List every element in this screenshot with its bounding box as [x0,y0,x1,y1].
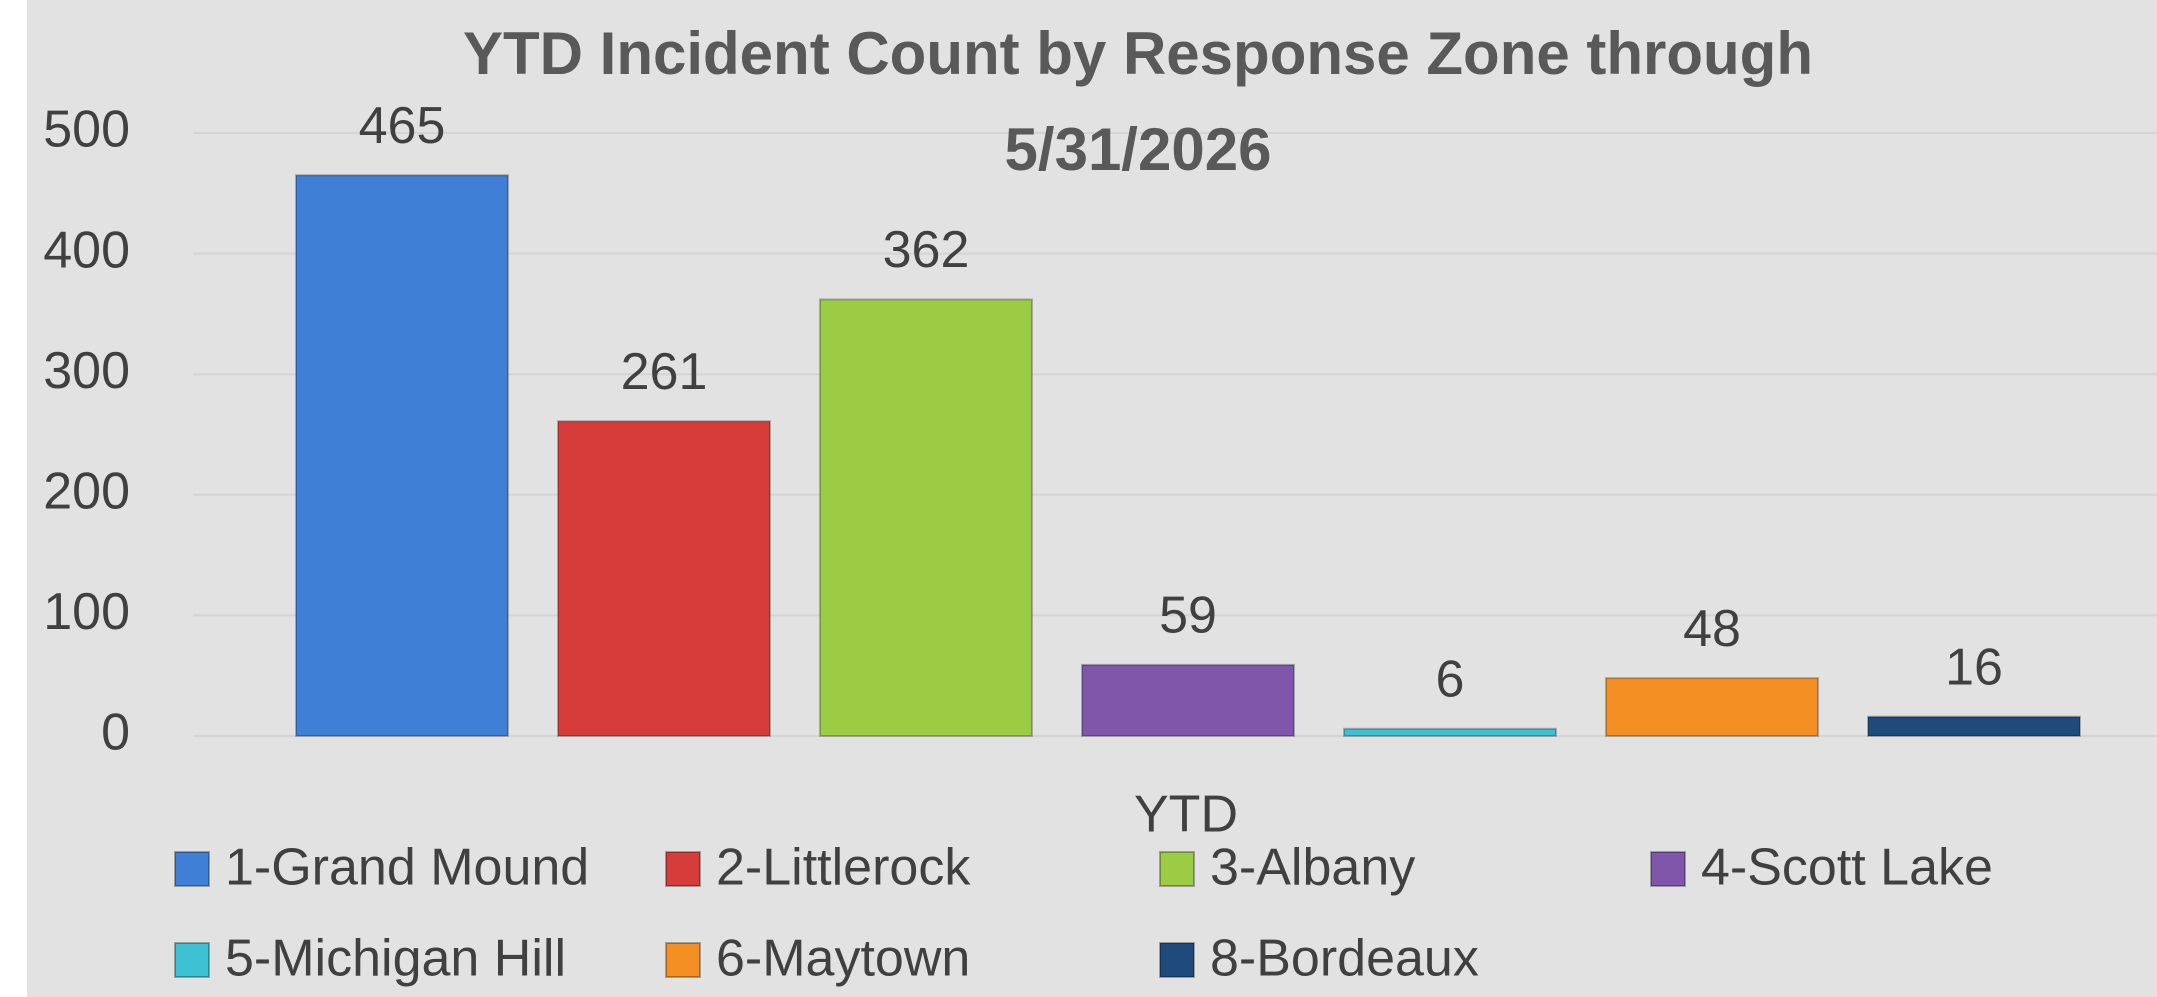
y-tick-label: 100 [43,583,130,641]
legend-swatch [1159,942,1195,978]
legend-swatch [1650,851,1686,887]
y-tick-label: 300 [43,342,130,400]
data-label: 362 [883,221,970,279]
y-tick-label: 200 [43,463,130,521]
bar [819,298,1033,737]
data-label: 465 [359,97,446,155]
data-label: 6 [1436,650,1465,708]
data-label: 59 [1159,587,1217,645]
legend-label: 5-Michigan Hill [225,930,566,988]
bar [557,420,771,737]
legend-swatch [174,851,210,887]
legend-label: 3-Albany [1210,839,1415,897]
y-tick-label: 0 [101,704,130,762]
legend-label: 1-Grand Mound [225,839,589,897]
bar [1343,727,1557,737]
legend-label: 2-Littlerock [716,839,971,897]
y-tick-label: 500 [43,101,130,159]
legend-swatch [665,942,701,978]
bar [1605,677,1819,737]
data-label: 48 [1683,600,1741,658]
bar [1867,715,2081,737]
legend-label: 6-Maytown [716,930,970,988]
data-label: 261 [621,343,708,401]
legend-swatch [174,942,210,978]
bar [295,174,509,737]
x-tick-label: YTD [1134,786,1238,844]
margin-strip [0,0,27,997]
bar [1081,663,1295,738]
legend-label: 8-Bordeaux [1210,930,1479,988]
chart-title: YTD Incident Count by Response Zone thro… [463,20,1813,183]
legend-swatch [1159,851,1195,887]
legend-label: 4-Scott Lake [1701,839,1993,897]
data-label: 16 [1945,638,2003,696]
legend-swatch [665,851,701,887]
y-tick-label: 400 [43,221,130,279]
